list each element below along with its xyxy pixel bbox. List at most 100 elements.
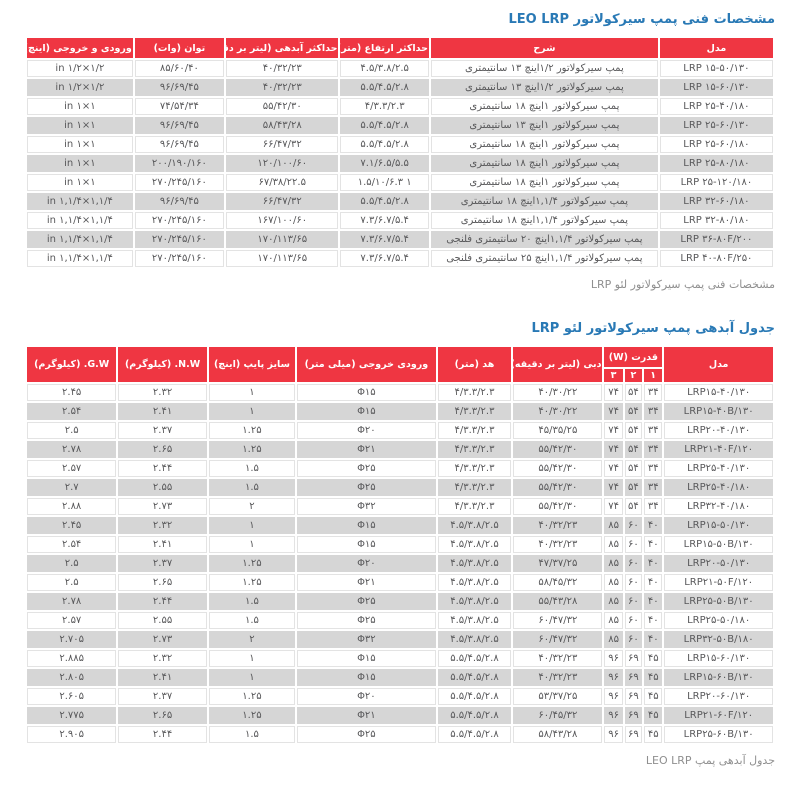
- table-cell: ۷۴: [602, 439, 625, 460]
- table-cell: in ۱/۲×۱/۲: [25, 58, 135, 79]
- table-cell: ۴۰/۳۲/۲۳: [511, 648, 605, 669]
- table-cell: in ۱×۱: [25, 134, 135, 155]
- table-row: LRP ۳۶-۸۰F/۲۰۰ پمپ سیرکولاتور ۱,۱/۴اینچ ۲…: [25, 229, 776, 250]
- table-cell: Φ۲۰: [295, 686, 438, 707]
- table-cell: ۵۵/۴۲/۳۰: [511, 458, 605, 479]
- table-cell: ۴۰: [642, 515, 665, 536]
- table-row: LRP۳۲-۴۰/۱۸۰ ۳۴ ۵۴ ۷۴ ۵۵/۴۲/۳۰ ۴/۳.۳/۲.۳ Φ۳۲ ۲ ۲…: [24, 496, 775, 517]
- table-cell: پمپ سیرکولاتور ۱اینچ ۱۸ سانتیمتری: [428, 153, 660, 174]
- table-cell: ۴.۵/۳.۸/۲.۵: [435, 629, 514, 650]
- specs-table: مدل شرح حداکثر ارتفاع (متر) حداکثر آبدهی…: [25, 36, 776, 269]
- table-cell: ۶۰: [622, 515, 645, 536]
- table-cell: in ۱×۱: [25, 115, 135, 136]
- table-cell: ۲.۴۴: [116, 591, 209, 612]
- table-cell: LRP۲۱-۶۰F/۱۲۰: [662, 705, 775, 726]
- table-cell: ۹۶: [602, 724, 625, 745]
- column-header-speed-1: ۱: [642, 367, 665, 384]
- table-cell: LRP ۳۲-۶۰/۱۸۰: [657, 191, 776, 212]
- table-cell: ۲۷۰/۲۴۵/۱۶۰: [132, 210, 227, 231]
- flow-table-caption: جدول آبدهی پمپ LEO LRP: [645, 754, 775, 767]
- table-cell: پمپ سیرکولاتور ۱,۱/۴اینچ ۲۵ سانتیمتری فل…: [428, 248, 660, 269]
- table-row: LRP۱۵-۶۰B/۱۳۰ ۴۵ ۶۹ ۹۶ ۴۰/۳۲/۲۳ ۵.۵/۴.۵/۲.۸ Φ۱…: [24, 667, 775, 688]
- table-cell: ۶۷/۳۸/۲۲.۵: [223, 172, 341, 193]
- column-header-model: مدل: [662, 345, 775, 384]
- table-cell: Φ۲۱: [295, 572, 438, 593]
- table-cell: ۶۰: [622, 591, 645, 612]
- table-cell: ۴/۳.۳/۲.۳: [435, 439, 514, 460]
- table-cell: ۵۸/۴۳/۲۸: [511, 724, 605, 745]
- table-cell: in ۱×۱: [25, 96, 135, 117]
- table-cell: ۳۴: [642, 420, 665, 441]
- table-cell: ۲.۳۲: [116, 648, 209, 669]
- table-cell: LRP۳۲-۴۰/۱۸۰: [662, 496, 775, 517]
- table-cell: ۵.۵/۴.۵/۲.۸: [338, 191, 431, 212]
- table-cell: ۱: [206, 534, 298, 555]
- table-cell: LRP۲۵-۶۰B/۱۳۰: [662, 724, 775, 745]
- table-cell: ۶۰: [622, 629, 645, 650]
- table-cell: LRP ۲۵-۴۰/۱۸۰: [657, 96, 776, 117]
- table-row: LRP۲۵-۶۰B/۱۳۰ ۴۵ ۶۹ ۹۶ ۵۸/۴۳/۲۸ ۵.۵/۴.۵/۲.۸ Φ۲…: [24, 724, 775, 745]
- table-cell: ۸۵: [602, 591, 625, 612]
- table-cell: Φ۱۵: [295, 515, 438, 536]
- table-row: LRP ۲۵-۱۲۰/۱۸۰ پمپ سیرکولاتور ۱اینچ ۱۸ سا…: [25, 172, 776, 193]
- table-cell: ۳۴: [642, 401, 665, 422]
- table-cell: ۲.۳۲: [116, 515, 209, 536]
- table-cell: ۴۰/۳۰/۲۲: [511, 382, 605, 403]
- table-cell: ۵۴: [622, 401, 645, 422]
- table-cell: ۴۰/۳۲/۲۳: [223, 77, 341, 98]
- flow-table-title: جدول آبدهی پمپ سیرکولاتور لئو LRP: [531, 321, 776, 336]
- table-cell: ۸۵: [602, 534, 625, 555]
- column-header-power-w: قدرت (W): [602, 345, 665, 369]
- table-cell: ۶۰/۴۵/۳۲: [511, 705, 605, 726]
- table-cell: ۴/۳.۳/۲.۳: [338, 96, 431, 117]
- table-cell: Φ۲۵: [295, 458, 438, 479]
- table-cell: ۵۸/۴۳/۲۸: [223, 115, 341, 136]
- table-row: LRP۲۵-۴۰/۱۸۰ ۳۴ ۵۴ ۷۴ ۵۵/۴۲/۳۰ ۴/۳.۳/۲.۳ Φ۲۵ ۱.…: [24, 477, 775, 498]
- table-cell: ۳۴: [642, 382, 665, 403]
- table-cell: ۲.۵: [24, 420, 119, 441]
- table-cell: ۶۰: [622, 534, 645, 555]
- table-cell: ۴/۳.۳/۲.۳: [435, 420, 514, 441]
- table-cell: ۵۵/۴۲/۳۰: [223, 96, 341, 117]
- table-cell: ۲.۳۲: [116, 382, 209, 403]
- table-cell: ۲.۵: [24, 553, 119, 574]
- table-cell: ۴.۵/۳.۸/۲.۵: [435, 553, 514, 574]
- table-cell: ۵.۵/۴.۵/۲.۸: [338, 77, 431, 98]
- table-cell: پمپ سیرکولاتور ۱/۲اینچ ۱۳ سانتیمتری: [428, 58, 660, 79]
- column-header-head: هد (متر): [435, 345, 514, 384]
- table-cell: ۲.۶۵: [116, 705, 209, 726]
- table-cell: ۷.۳/۶.۷/۵.۴: [338, 229, 431, 250]
- table-cell: ۷۴: [602, 420, 625, 441]
- table-cell: ۵۴: [622, 458, 645, 479]
- table-cell: ۲.۳۷: [116, 553, 209, 574]
- table-cell: ۸۵: [602, 553, 625, 574]
- table-cell: ۴۰/۳۲/۲۳: [511, 515, 605, 536]
- table-cell: ۲.۷۷۵: [24, 705, 119, 726]
- table-cell: ۱۶۷/۱۰۰/۶۰: [223, 210, 341, 231]
- table-row: LRP ۲۵-۸۰/۱۸۰ پمپ سیرکولاتور ۱اینچ ۱۸ سان…: [25, 153, 776, 174]
- table-cell: ۴۵: [642, 648, 665, 669]
- table-cell: ۴۰: [642, 610, 665, 631]
- table-cell: ۱: [206, 401, 298, 422]
- table-row: LRP۲۰-۶۰/۱۳۰ ۴۵ ۶۹ ۹۶ ۵۳/۳۷/۲۵ ۵.۵/۴.۵/۲.۸ Φ۲۰…: [24, 686, 775, 707]
- table-cell: ۴۵: [642, 724, 665, 745]
- table-cell: ۲.۷: [24, 477, 119, 498]
- table-cell: ۴۰/۳۲/۲۳: [223, 58, 341, 79]
- table-cell: LRP۲۰-۴۰/۱۳۰: [662, 420, 775, 441]
- table-cell: ۱۷۰/۱۱۳/۶۵: [223, 229, 341, 250]
- table-cell: ۶۹: [622, 667, 645, 688]
- column-header-gross-weight: G.W. (کیلوگرم): [24, 345, 119, 384]
- table-cell: in ۱/۲×۱/۲: [25, 77, 135, 98]
- table-cell: Φ۲۵: [295, 610, 438, 631]
- table-row: LRP۱۵-۴۰/۱۳۰ ۳۴ ۵۴ ۷۴ ۴۰/۳۰/۲۲ ۴/۳.۳/۲.۳ Φ۱۵ ۱ ۲…: [24, 382, 775, 403]
- table-cell: ۲.۶۰۵: [24, 686, 119, 707]
- table-row: LRP۱۵-۵۰/۱۳۰ ۴۰ ۶۰ ۸۵ ۴۰/۳۲/۲۳ ۴.۵/۳.۸/۲.۵ Φ۱۵…: [24, 515, 775, 536]
- table-cell: ۷۴: [602, 458, 625, 479]
- table-cell: in ۱×۱: [25, 172, 135, 193]
- table-cell: ۷.۳/۶.۷/۵.۴: [338, 210, 431, 231]
- table-cell: ۴۰: [642, 572, 665, 593]
- table-cell: پمپ سیرکولاتور ۱اینچ ۱۸ سانتیمتری: [428, 96, 660, 117]
- table-cell: ۵۴: [622, 496, 645, 517]
- table-cell: ۵۵/۴۲/۳۰: [511, 477, 605, 498]
- table-cell: ۹۶/۶۹/۴۵: [132, 77, 227, 98]
